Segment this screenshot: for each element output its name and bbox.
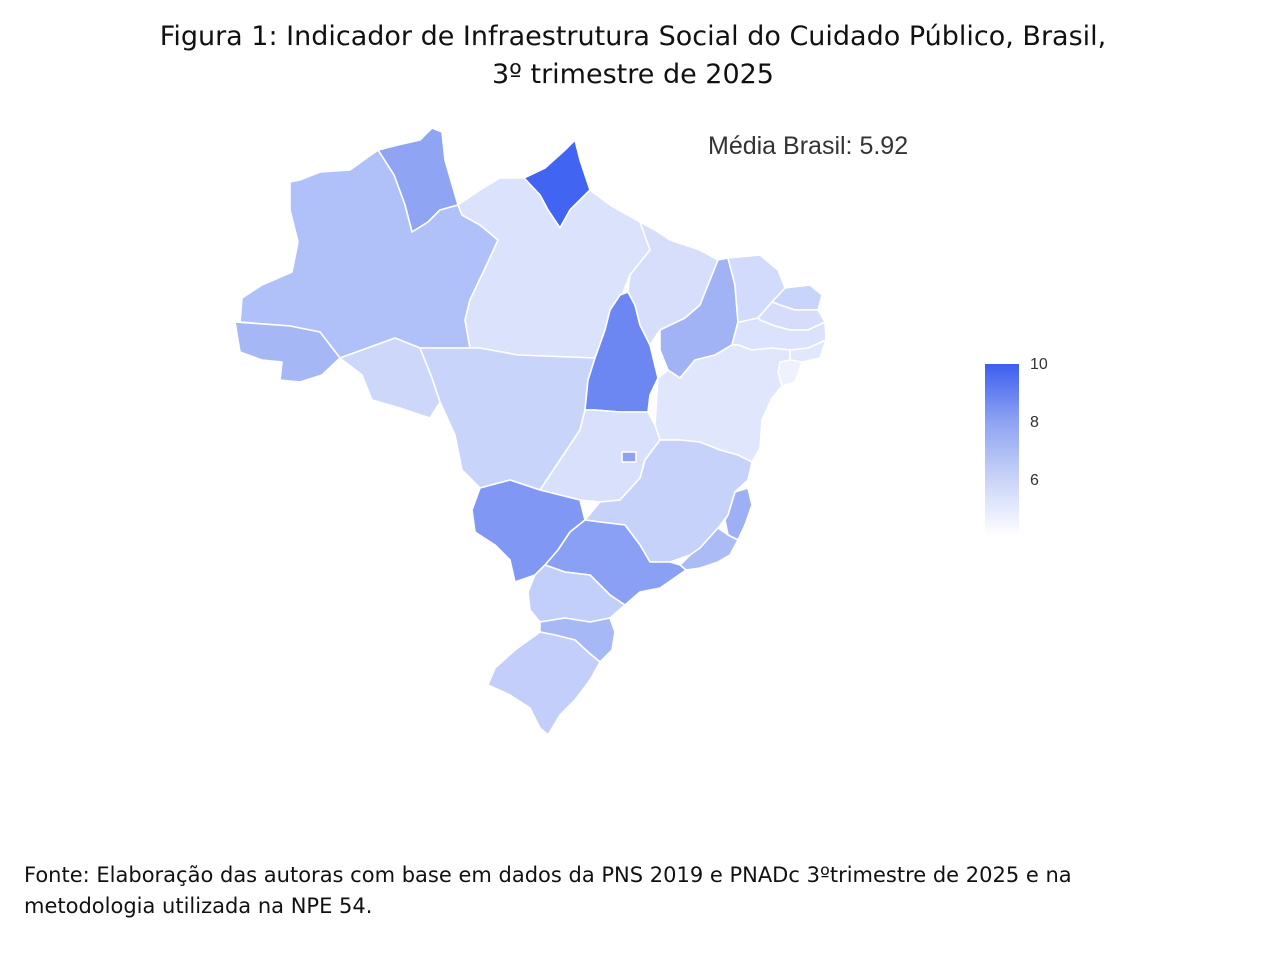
brazil-mean-annotation: Média Brasil: 5.92 <box>708 132 909 160</box>
legend-tick-label: 10 <box>1030 356 1048 373</box>
state-DF <box>621 451 637 463</box>
legend-tick-label: 8 <box>1030 414 1039 431</box>
brazil-choropleth-map <box>234 127 827 736</box>
figure-title: Figura 1: Indicador de Infraestrutura So… <box>0 18 1266 94</box>
legend-tick-label: 6 <box>1030 472 1039 489</box>
state-RS <box>487 631 601 736</box>
figure-title-line-2: 3º trimestre de 2025 <box>492 59 774 90</box>
state-RO <box>339 337 441 419</box>
legend-tick-mark <box>1019 366 1027 367</box>
legend-tick-mark <box>1019 482 1027 483</box>
source-note: Fonte: Elaboração das autoras com base e… <box>24 860 1244 922</box>
state-SP <box>544 519 687 606</box>
source-line-1: Fonte: Elaboração das autoras com base e… <box>24 863 1072 887</box>
source-line-2: metodologia utilizada na NPE 54. <box>24 894 373 918</box>
state-AC <box>234 321 341 383</box>
figure-title-line-1: Figura 1: Indicador de Infraestrutura So… <box>159 21 1107 52</box>
legend-tick-mark <box>1019 424 1027 425</box>
legend-color-scale <box>985 364 1019 536</box>
